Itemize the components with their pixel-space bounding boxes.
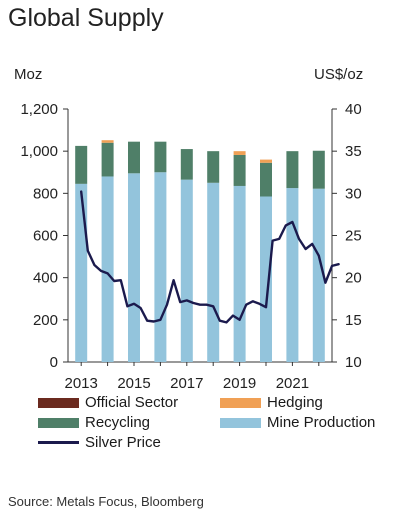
bar-mine-production: [286, 188, 299, 362]
left-axis-tick-label: 1,000: [20, 143, 58, 160]
bar-recycling: [260, 162, 272, 197]
legend-swatch-recycling: [38, 417, 79, 428]
bar-recycling: [154, 141, 167, 173]
bar-mine-production: [101, 176, 114, 362]
bar-recycling: [312, 150, 325, 189]
right-axis-unit: US$/oz: [314, 66, 364, 83]
right-axis-tick-label: 15: [345, 312, 362, 329]
legend-swatch-mine-production: [220, 417, 261, 428]
legend-label-recycling: Recycling: [85, 414, 151, 431]
bar-recycling: [75, 145, 88, 184]
right-axis-tick-label: 25: [345, 228, 362, 245]
left-axis-tick-label: 800: [33, 185, 58, 202]
legend-item-mine-production: Mine Production: [220, 414, 375, 431]
right-axis-tick-label: 35: [345, 143, 362, 160]
bar-recycling: [233, 154, 246, 186]
legend-item-silver-price: Silver Price: [38, 434, 161, 451]
silver-price-line: [79, 190, 340, 324]
x-axis-tick-label: 2021: [276, 375, 309, 392]
bar-mine-production: [312, 188, 325, 362]
bar-mine-production: [128, 173, 140, 362]
left-axis-tick-label: 400: [33, 270, 58, 287]
bar-mine-production: [233, 185, 246, 362]
right-axis-tick-label: 10: [345, 354, 362, 371]
legend-label-silver-price: Silver Price: [85, 434, 161, 451]
bar-mine-production: [154, 172, 167, 362]
x-axis-tick-label: 2013: [65, 375, 98, 392]
bar-hedging: [233, 151, 246, 155]
legend-label-mine-production: Mine Production: [267, 414, 376, 431]
legend-item-recycling: Recycling: [38, 414, 150, 431]
legend-swatch-hedging: [220, 397, 261, 408]
right-axis-tick-label: 20: [345, 270, 362, 287]
legend-swatch-official-sector: [38, 397, 79, 408]
left-axis-tick-label: 1,200: [20, 101, 58, 118]
bar-mine-production: [207, 182, 220, 362]
bar-hedging: [101, 140, 114, 143]
left-axis-unit: Moz: [14, 66, 43, 83]
legend-label-official-sector: Official Sector: [85, 394, 179, 411]
bar-recycling: [128, 141, 140, 174]
right-axis-tick-label: 40: [345, 101, 362, 118]
left-axis-tick-label: 200: [33, 312, 58, 329]
bar-mine-production: [75, 183, 88, 362]
x-axis-tick-label: 2015: [117, 375, 150, 392]
bar-mine-production: [260, 196, 272, 362]
x-axis-tick-label: 2019: [223, 375, 256, 392]
bar-recycling: [101, 142, 114, 177]
legend-item-hedging: Hedging: [220, 394, 323, 411]
legend-item-official-sector: Official Sector: [38, 394, 178, 411]
legend-label-hedging: Hedging: [267, 394, 323, 411]
left-axis-tick-label: 0: [50, 354, 58, 371]
bar-recycling: [207, 151, 220, 183]
right-axis-tick-label: 30: [345, 185, 362, 202]
x-axis-tick-label: 2017: [170, 375, 203, 392]
chart-title: Global Supply: [8, 4, 164, 32]
bar-mine-production: [180, 179, 193, 362]
bar-hedging: [260, 159, 272, 163]
source-note: Source: Metals Focus, Bloomberg: [8, 494, 204, 509]
bar-recycling: [180, 149, 193, 180]
legend-line-silver-price: [38, 441, 79, 444]
left-axis-tick-label: 600: [33, 228, 58, 245]
bar-recycling: [286, 151, 299, 189]
